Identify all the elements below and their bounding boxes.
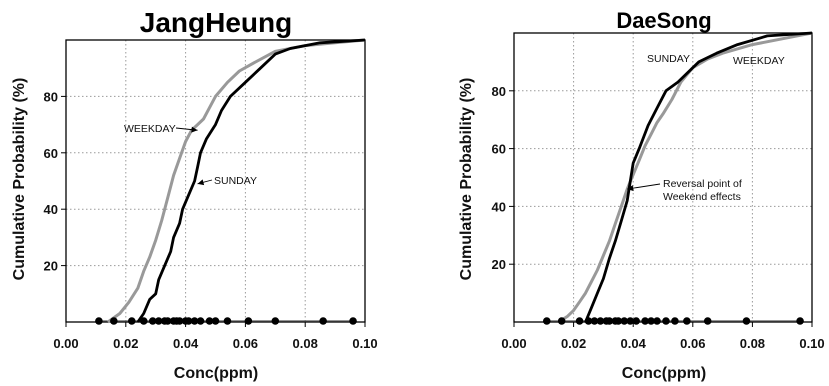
y-tick-label: 20 [492, 257, 506, 272]
x-tick-label: 0.04 [621, 336, 647, 351]
data-point [211, 317, 220, 325]
data-point [584, 317, 593, 325]
chart-title: JangHeung [140, 7, 292, 38]
series-line-weekday [107, 38, 366, 324]
data-point [205, 317, 214, 325]
data-point [626, 317, 635, 325]
annotation-label: Reversal point of [663, 178, 742, 190]
data-point [605, 317, 614, 325]
data-point [542, 317, 551, 325]
series-line-sunday [584, 31, 813, 323]
data-point [683, 317, 691, 325]
data-point [271, 317, 280, 325]
data-point [596, 317, 605, 325]
data-point [139, 317, 148, 325]
data-point [632, 317, 640, 325]
annotation-arrowhead [197, 179, 205, 186]
annotation-label: WEEKDAY [733, 55, 785, 67]
data-point [614, 317, 623, 325]
x-tick-label: 0.06 [680, 336, 705, 351]
data-point [671, 317, 679, 325]
y-axis-label: Cumulative Probability (%) [458, 78, 475, 281]
annotation-label: WEEKDAY [124, 123, 176, 135]
y-tick-label: 60 [44, 146, 58, 161]
data-point [184, 317, 193, 325]
annotation-label: Weekend effects [663, 191, 741, 203]
y-tick-label: 40 [492, 199, 506, 214]
x-tick-label: 0.00 [53, 336, 78, 351]
x-axis-label: Conc(ppm) [622, 365, 706, 382]
y-tick-label: 40 [44, 202, 58, 217]
x-tick-label: 0.02 [561, 336, 586, 351]
data-point [110, 317, 118, 325]
annotation-arrowhead [627, 185, 634, 192]
y-axis-label: Cumulative Probability (%) [11, 78, 28, 281]
data-point [319, 317, 327, 325]
plot-area: 0.00 0.02 0.04 0.06 0.08 0.10 20 40 60 80 WEEKDAY S… [44, 38, 378, 351]
data-point [742, 317, 751, 325]
data-point [163, 317, 172, 325]
series-line-sunday [136, 38, 366, 323]
data-point [349, 317, 357, 325]
y-tick-label: 20 [44, 259, 58, 274]
data-point [127, 317, 136, 325]
data-point [662, 317, 670, 325]
x-tick-label: 0.00 [501, 336, 526, 351]
chart-daesong: DaeSong Cumulative Probability (%) Conc(… [458, 8, 825, 382]
y-tick-label: 60 [492, 142, 506, 157]
annotation-arrowhead [191, 126, 198, 133]
x-tick-label: 0.08 [293, 336, 318, 351]
data-point [95, 317, 103, 325]
x-tick-label: 0.04 [173, 336, 199, 351]
x-tick-label: 0.10 [352, 336, 377, 351]
data-point [175, 317, 184, 325]
plot-area: 0.00 0.02 0.04 0.06 0.08 0.10 20 40 60 80 SUNDAY WE… [492, 31, 825, 351]
x-tick-label: 0.10 [799, 336, 824, 351]
data-point [196, 317, 205, 325]
data-point [190, 317, 199, 325]
data-point [154, 317, 163, 325]
series-line-weekday [557, 31, 813, 324]
data-point [653, 317, 661, 325]
x-tick-label: 0.08 [740, 336, 765, 351]
data-point [796, 317, 804, 325]
data-point [575, 317, 584, 325]
y-tick-label: 80 [44, 89, 58, 104]
data-point [244, 317, 253, 325]
data-point [148, 317, 157, 325]
data-point [223, 317, 232, 325]
data-point [620, 317, 629, 325]
annotation-label: SUNDAY [647, 53, 690, 65]
data-point [641, 317, 649, 325]
x-tick-label: 0.06 [233, 336, 258, 351]
data-point [590, 317, 599, 325]
chart-jangheung: JangHeung Cumulative Probability (%) Con… [11, 7, 378, 382]
data-point [647, 317, 655, 325]
x-axis-label: Conc(ppm) [174, 365, 258, 382]
data-point [703, 317, 712, 325]
x-tick-label: 0.02 [113, 336, 138, 351]
y-tick-label: 80 [492, 84, 506, 99]
data-point [557, 317, 566, 325]
chart-title: DaeSong [616, 8, 711, 33]
annotation-label: SUNDAY [214, 175, 257, 187]
